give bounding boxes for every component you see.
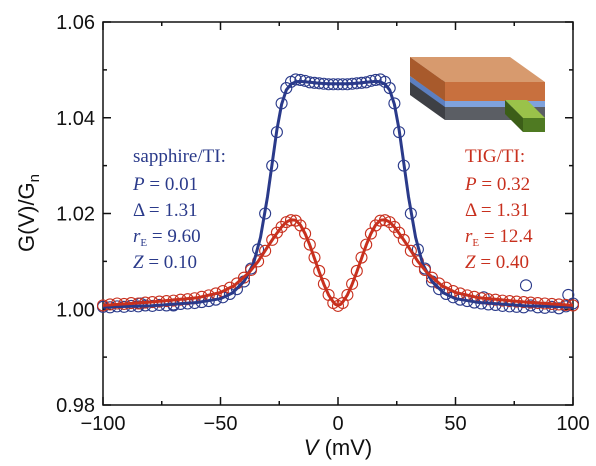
legend-tig-z: Z = 0.40 <box>465 252 529 273</box>
y-tick-label: 0.98 <box>56 395 95 417</box>
legend-sapphire-re: rE = 9.60 <box>133 226 201 249</box>
x-tick-label: 50 <box>444 413 466 435</box>
y-axis-main: G(V)/G <box>14 182 39 252</box>
substrate-side <box>410 80 445 120</box>
legend-sapphire-z-label: Z <box>133 252 144 273</box>
tig-data-point <box>245 263 258 277</box>
legend-sapphire-re-value: = 9.60 <box>147 226 200 247</box>
electrode-top <box>505 100 545 118</box>
x-tick-label: −100 <box>80 413 125 435</box>
y-axis-sub: n <box>26 174 43 182</box>
tig-data-point <box>299 227 312 240</box>
tig-data-point <box>308 251 321 264</box>
tig-data-point <box>341 288 354 301</box>
legend-tig-z-label: Z <box>465 252 476 273</box>
legend-tig-delta-label: Δ <box>465 200 477 221</box>
x-axis-unit: (mV) <box>318 435 372 460</box>
x-axis-title: V (mV) <box>304 435 372 460</box>
electrode-front <box>523 118 545 132</box>
tig-data-point <box>317 277 330 290</box>
tig-data-point <box>360 238 373 251</box>
legend-tig-re-sub: E <box>472 237 479 249</box>
legend-sapphire-delta-label: Δ <box>133 200 145 221</box>
tig-data-point <box>350 264 363 278</box>
x-tick-label: 0 <box>332 413 343 435</box>
legend-sapphire-delta-value: = 1.31 <box>144 200 197 221</box>
legend-tig-re-value: = 12.4 <box>479 226 533 247</box>
legend-tig-title: TIG/TI: <box>465 146 525 167</box>
legend-tig-p: P = 0.32 <box>464 174 530 195</box>
legend-tig-p-value: = 0.32 <box>477 174 530 195</box>
tig-fit-line <box>102 218 574 307</box>
x-tick-label: −50 <box>204 413 238 435</box>
sapphire-data-point <box>562 288 575 301</box>
legend-tig-delta: Δ = 1.31 <box>465 200 530 221</box>
tig-data-point <box>383 216 396 229</box>
y-tick-label: 1.02 <box>56 204 95 226</box>
legend-sapphire-p-label: P <box>132 174 145 195</box>
tig-data-point <box>275 220 288 233</box>
tig-data-point <box>313 264 326 278</box>
x-tick-labels: −100 −50 0 50 100 <box>80 413 589 435</box>
legend-sapphire-p: P = 0.01 <box>132 174 198 195</box>
legend-tig-re: rE = 12.4 <box>465 226 533 249</box>
legend-sapphire-title: sapphire/TI: <box>133 146 226 167</box>
tig-data-point <box>397 233 410 246</box>
tig-data-point <box>369 219 382 232</box>
legend-sapphire-z-value: = 0.10 <box>144 252 197 273</box>
tig-data-point <box>355 251 368 264</box>
sapphire-fit-line <box>102 79 574 309</box>
y-tick-label: 1.04 <box>56 108 95 130</box>
tig-layer-front <box>445 82 545 101</box>
tig-layer-top <box>410 57 545 82</box>
legend-tig-re-label: r <box>465 226 473 247</box>
legend-sapphire-re-label: r <box>133 226 141 247</box>
legend-tig: TIG/TI: P = 0.32 Δ = 1.31 rE = 12.4 Z = … <box>464 146 533 273</box>
tig-layer-side <box>410 57 445 101</box>
sapphire-data-point <box>519 279 533 292</box>
legend-tig-z-value: = 0.40 <box>476 252 529 273</box>
legend-tig-p-label: P <box>464 174 477 195</box>
tig-data-point <box>303 238 316 251</box>
sapphire-data-point <box>369 73 382 86</box>
legend-tig-delta-value: = 1.31 <box>476 200 529 221</box>
legend-sapphire-z: Z = 0.10 <box>133 252 197 273</box>
tig-data-point <box>404 244 417 257</box>
series-fits <box>102 79 574 309</box>
x-axis-var: V <box>304 435 321 460</box>
y-axis-title: G(V)/Gn <box>14 174 43 252</box>
legend-sapphire-delta: Δ = 1.31 <box>133 200 198 221</box>
legend-sapphire: sapphire/TI: P = 0.01 Δ = 1.31 rE = 9.60… <box>132 146 226 273</box>
sapphire-data-point <box>552 302 565 315</box>
sapphire-data-point <box>289 73 302 86</box>
tig-data-point <box>259 244 272 257</box>
y-tick-label: 1.00 <box>56 299 95 321</box>
device-schematic-illustration <box>410 57 545 132</box>
y-tick-labels: 0.98 1.00 1.02 1.04 1.06 <box>56 12 95 417</box>
x-tick-label: 100 <box>556 413 589 435</box>
tig-data-point <box>346 277 359 290</box>
legend-sapphire-p-value: = 0.01 <box>145 174 198 195</box>
y-tick-label: 1.06 <box>56 12 95 34</box>
ti-layer-side <box>410 76 445 107</box>
electrode-side <box>505 100 523 132</box>
tig-data-point <box>418 263 432 277</box>
sapphire-data-point <box>294 73 307 86</box>
legend-sapphire-re-sub: E <box>140 237 147 249</box>
